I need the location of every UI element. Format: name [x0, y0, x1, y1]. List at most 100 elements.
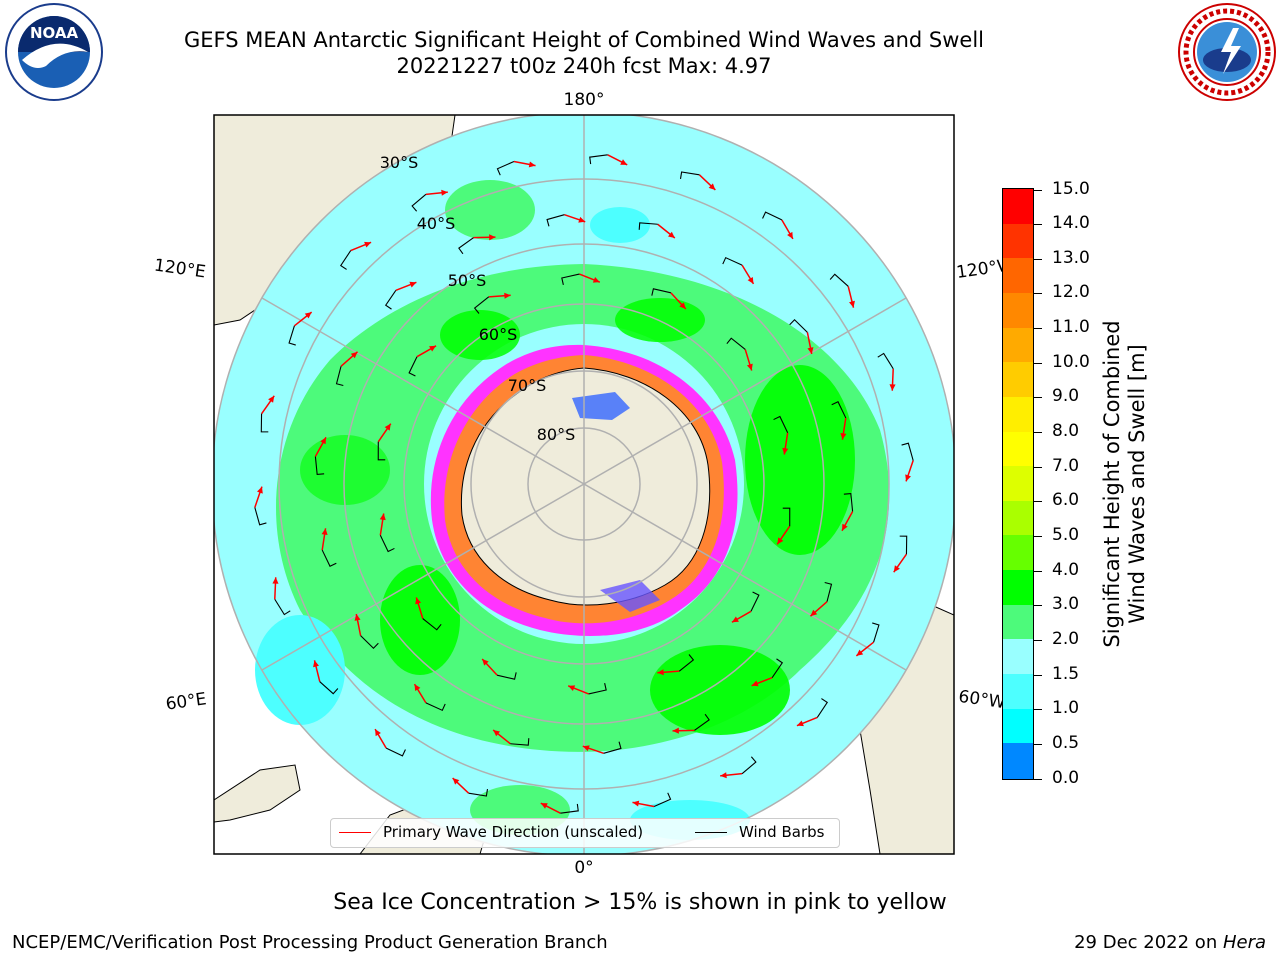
colorbar-tick-label: 1.5: [1052, 663, 1080, 684]
wind-barb: [824, 581, 833, 602]
wave-arrow-head: [708, 183, 716, 190]
wind-barb: [408, 356, 418, 377]
colorbar-tick: [1034, 362, 1042, 364]
wind-barb: [831, 400, 847, 419]
wind-barb: [422, 618, 442, 631]
colorbar-tick: [1034, 778, 1042, 780]
wave-arrow-head: [842, 523, 848, 531]
wave-arrow-head: [304, 312, 312, 319]
wave-arrow-head: [578, 216, 586, 223]
weddell-ice-blue: [600, 580, 660, 612]
graticule: [214, 115, 954, 854]
colorbar-title: Significant Height of Combined Wind Wave…: [1100, 320, 1150, 647]
wave-arrow-head: [796, 720, 804, 727]
wave-arrow-head: [657, 669, 664, 676]
wave-arrow-head: [568, 685, 576, 691]
wind-barb: [762, 211, 783, 221]
wave-arrow-head: [452, 778, 460, 785]
wind-barb: [314, 456, 325, 476]
colorbar-segment: [1003, 292, 1033, 329]
colorbar-tick: [1034, 224, 1042, 226]
colorbar-tick: [1034, 605, 1042, 607]
lat-label-70s: 70°S: [508, 376, 547, 395]
wave-arrow-head: [720, 772, 727, 779]
wind-barb: [288, 325, 296, 346]
wind-barb: [877, 352, 894, 370]
colorbar-segment: [1003, 708, 1033, 744]
colorbar-segment: [1003, 674, 1033, 710]
colorbar-segment: [1003, 258, 1033, 294]
colorbar-segment: [1003, 639, 1033, 675]
wave-arrow-head: [777, 537, 784, 545]
wind-barb: [384, 290, 397, 310]
wind-barb: [385, 747, 406, 757]
wind-barb: [510, 738, 530, 746]
wave-arrow-head: [528, 161, 536, 168]
wave-arrow-head: [849, 300, 855, 308]
wave-arrow-head: [415, 597, 422, 605]
legend: Primary Wave Direction (unscaled) Wind B…: [330, 818, 840, 848]
wave-arrow-head: [354, 614, 361, 621]
wave-arrow-head: [379, 513, 386, 521]
colorbar-tick-label: 0.5: [1052, 732, 1080, 753]
lat-label-40s: 40°S: [417, 214, 456, 233]
colorbar-tick: [1034, 466, 1042, 468]
wave-arrow-head: [268, 395, 275, 403]
chart-subtitle: 20221227 t00z 240h fcst Max: 4.97: [396, 54, 772, 78]
colorbar-tick-label: 4.0: [1052, 559, 1080, 580]
wind-barb: [638, 222, 658, 230]
colorbar-tick: [1034, 570, 1042, 572]
wave-arrow-head: [441, 189, 448, 196]
footer-date: 29 Dec 2022 on Hera: [1074, 932, 1266, 953]
wind-barb: [679, 171, 700, 180]
footer-host: Hera: [1222, 932, 1266, 953]
lon-label-120e: 120°E: [153, 255, 207, 282]
colorbar-tick-label: 13.0: [1052, 247, 1090, 268]
svg-text:NOAA: NOAA: [30, 24, 79, 42]
colorbar-title-line2: Wind Waves and Swell [m]: [1125, 344, 1149, 624]
lat-label-50s: 50°S: [448, 271, 487, 290]
wave-arrow-head: [375, 729, 381, 737]
wave-arrow-head: [840, 432, 847, 440]
wave-arrow-head: [810, 609, 818, 617]
wind-barb: [377, 441, 386, 461]
wind-barb: [694, 713, 710, 731]
colorbar-tick: [1034, 535, 1042, 537]
wave-arrow-head: [493, 729, 500, 737]
wave-arrow-head: [350, 351, 358, 359]
colorbar-tick: [1034, 639, 1042, 641]
footer-date-text: 29 Dec 2022 on: [1074, 932, 1223, 953]
wave-arrow-head: [409, 281, 417, 288]
wind-barb: [782, 507, 791, 527]
wind-barb: [678, 654, 695, 672]
colorbar-segment: [1003, 223, 1033, 259]
wind-barb: [726, 337, 746, 350]
wave-arrow-head: [504, 292, 511, 299]
wave-arrow-head: [632, 800, 640, 807]
colorbar-tick-label: 14.0: [1052, 213, 1090, 234]
colorbar-title-line1: Significant Height of Combined: [1100, 320, 1124, 648]
wave-arrow-head: [482, 658, 489, 666]
colorbar-segment: [1003, 743, 1033, 779]
wind-barb: [561, 273, 580, 285]
colorbar-tick: [1034, 328, 1042, 330]
wave-arrow-head: [429, 345, 437, 352]
wind-barb: [339, 250, 352, 270]
wave-arrow-head: [856, 649, 864, 656]
wind-barb: [321, 549, 337, 568]
wave-arrow-head: [364, 241, 372, 248]
colorbar-tick-label: 12.0: [1052, 282, 1090, 303]
lat-label-80s: 80°S: [537, 425, 576, 444]
wind-barb: [843, 492, 854, 512]
legend-wave-swatch: [339, 832, 371, 833]
wave-arrow-head: [782, 447, 789, 455]
colorbar-tick: [1034, 674, 1042, 676]
colorbar-tick-label: 1.0: [1052, 698, 1080, 719]
lon-label-180: 180°: [564, 90, 605, 110]
wave-arrows: [254, 154, 914, 814]
footer-credit: NCEP/EMC/Verification Post Processing Pr…: [12, 932, 608, 953]
wave-arrow-head: [257, 486, 263, 494]
colorbar-tick: [1034, 709, 1042, 711]
lon-label-0: 0°: [574, 858, 593, 878]
